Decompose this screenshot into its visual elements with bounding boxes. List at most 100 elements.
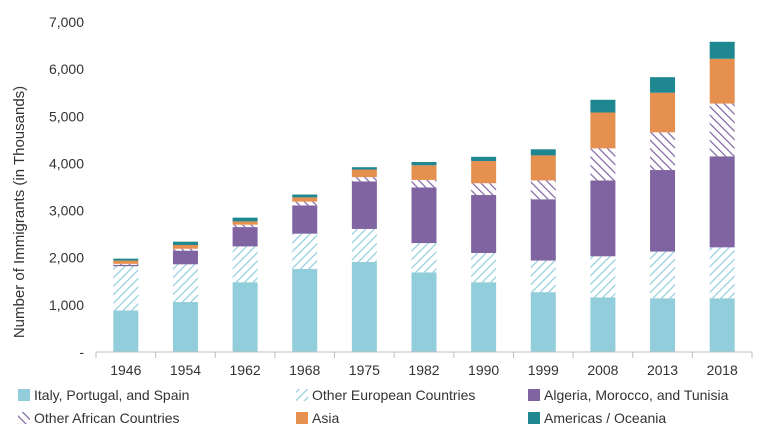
x-tick-label: 1975 bbox=[349, 362, 380, 378]
bar-segment bbox=[411, 162, 437, 166]
bar-segment bbox=[709, 58, 735, 104]
bar-segment bbox=[172, 248, 198, 251]
bar-segment bbox=[351, 181, 377, 229]
x-tick-label: 1982 bbox=[408, 362, 439, 378]
legend-label: Other European Countries bbox=[312, 387, 475, 403]
y-tick-label: 1,000 bbox=[49, 297, 84, 313]
bar-stack-1968 bbox=[292, 194, 318, 352]
bar-stack-1954 bbox=[172, 241, 198, 352]
bar-segment bbox=[471, 195, 497, 253]
x-tick-label: 1968 bbox=[289, 362, 320, 378]
bar-segment bbox=[232, 217, 258, 222]
bar-stack-2013 bbox=[650, 77, 676, 352]
bar-segment bbox=[530, 260, 556, 293]
x-tick-label: 2018 bbox=[707, 362, 738, 378]
bar-segment bbox=[530, 292, 556, 352]
legend-label: Americas / Oceania bbox=[544, 410, 666, 426]
bar-segment bbox=[172, 264, 198, 303]
bar-segment bbox=[650, 132, 676, 171]
bar-segment bbox=[232, 221, 258, 225]
bar-segment bbox=[590, 180, 616, 257]
y-tick-label: 4,000 bbox=[49, 155, 84, 171]
bar-segment bbox=[232, 227, 258, 247]
bar-segment bbox=[292, 205, 318, 234]
x-tick-label: 1946 bbox=[110, 362, 141, 378]
bar-segment bbox=[530, 199, 556, 261]
bar-segment bbox=[590, 112, 616, 149]
legend-label: Italy, Portugal, and Spain bbox=[34, 387, 189, 403]
bar-stack-1990 bbox=[471, 156, 497, 352]
legend-swatch bbox=[296, 389, 308, 401]
bar-segment bbox=[471, 183, 497, 196]
bar-segment bbox=[172, 241, 198, 245]
bar-segment bbox=[590, 99, 616, 113]
x-tick-label: 1999 bbox=[528, 362, 559, 378]
bar-segment bbox=[709, 103, 735, 157]
legend-item: Other African Countries bbox=[18, 410, 180, 426]
bar-stack-1975 bbox=[351, 167, 377, 352]
bar-segment bbox=[590, 148, 616, 181]
bar-segment bbox=[292, 197, 318, 202]
bar-segment bbox=[650, 298, 676, 352]
bar-segment bbox=[351, 261, 377, 352]
legend-swatch bbox=[528, 412, 540, 424]
bar-segment bbox=[411, 165, 437, 180]
bars-group bbox=[113, 41, 735, 352]
y-axis-label: Number of Immigrants (in Thousands) bbox=[11, 86, 28, 338]
bar-segment bbox=[292, 201, 318, 206]
bar-segment bbox=[292, 233, 318, 270]
bar-segment bbox=[232, 224, 258, 228]
bar-segment bbox=[411, 179, 437, 188]
legend-item: Other European Countries bbox=[296, 387, 475, 403]
legend-item: Americas / Oceania bbox=[528, 410, 666, 426]
legend-item: Asia bbox=[296, 410, 339, 426]
bar-segment bbox=[650, 77, 676, 93]
legend-label: Other African Countries bbox=[34, 410, 180, 426]
bar-segment bbox=[411, 272, 437, 352]
bar-segment bbox=[709, 298, 735, 352]
x-tick-label: 1954 bbox=[170, 362, 201, 378]
bar-stack-1962 bbox=[232, 217, 258, 352]
legend: Italy, Portugal, and Spain Other European… bbox=[18, 387, 729, 426]
y-tick-label: 2,000 bbox=[49, 250, 84, 266]
bar-segment bbox=[172, 244, 198, 249]
bar-segment bbox=[471, 253, 497, 283]
bar-segment bbox=[530, 149, 556, 156]
bar-segment bbox=[530, 155, 556, 181]
legend-item: Algeria, Morocco, and Tunisia bbox=[528, 387, 729, 403]
bar-segment bbox=[113, 258, 139, 261]
bar-segment bbox=[709, 156, 735, 248]
bar-segment bbox=[292, 269, 318, 352]
bar-segment bbox=[590, 256, 616, 298]
bar-segment bbox=[530, 180, 556, 200]
bar-segment bbox=[172, 302, 198, 352]
bar-stack-1982 bbox=[411, 162, 437, 352]
bar-segment bbox=[232, 246, 258, 283]
y-tick-label: 3,000 bbox=[49, 203, 84, 219]
bar-segment bbox=[709, 41, 735, 59]
bar-segment bbox=[471, 156, 497, 162]
bar-segment bbox=[232, 282, 258, 352]
legend-label: Asia bbox=[312, 410, 339, 426]
bar-stack-2018 bbox=[709, 41, 735, 352]
bar-segment bbox=[172, 250, 198, 265]
y-tick-label: 7,000 bbox=[49, 14, 84, 30]
bar-segment bbox=[650, 170, 676, 252]
bar-segment bbox=[113, 264, 139, 267]
bar-segment bbox=[113, 266, 139, 311]
x-axis-ticks: 1946 1954 1962 1968 1975 1982 1990 1999 2008 2013… bbox=[95, 352, 753, 378]
bar-segment bbox=[351, 177, 377, 182]
legend-label: Algeria, Morocco, and Tunisia bbox=[544, 387, 729, 403]
x-tick-label: 1962 bbox=[230, 362, 261, 378]
y-axis-ticks: - 1,000 2,000 3,000 4,000 5,000 6,000 7,000 bbox=[49, 14, 84, 360]
bar-segment bbox=[471, 282, 497, 352]
bar-segment bbox=[590, 297, 616, 352]
legend-swatch bbox=[18, 412, 30, 424]
legend-swatch bbox=[528, 389, 540, 401]
bar-segment bbox=[113, 260, 139, 264]
bar-segment bbox=[351, 228, 377, 262]
bar-stack-2008 bbox=[590, 99, 616, 352]
bar-stack-1946 bbox=[113, 258, 139, 352]
